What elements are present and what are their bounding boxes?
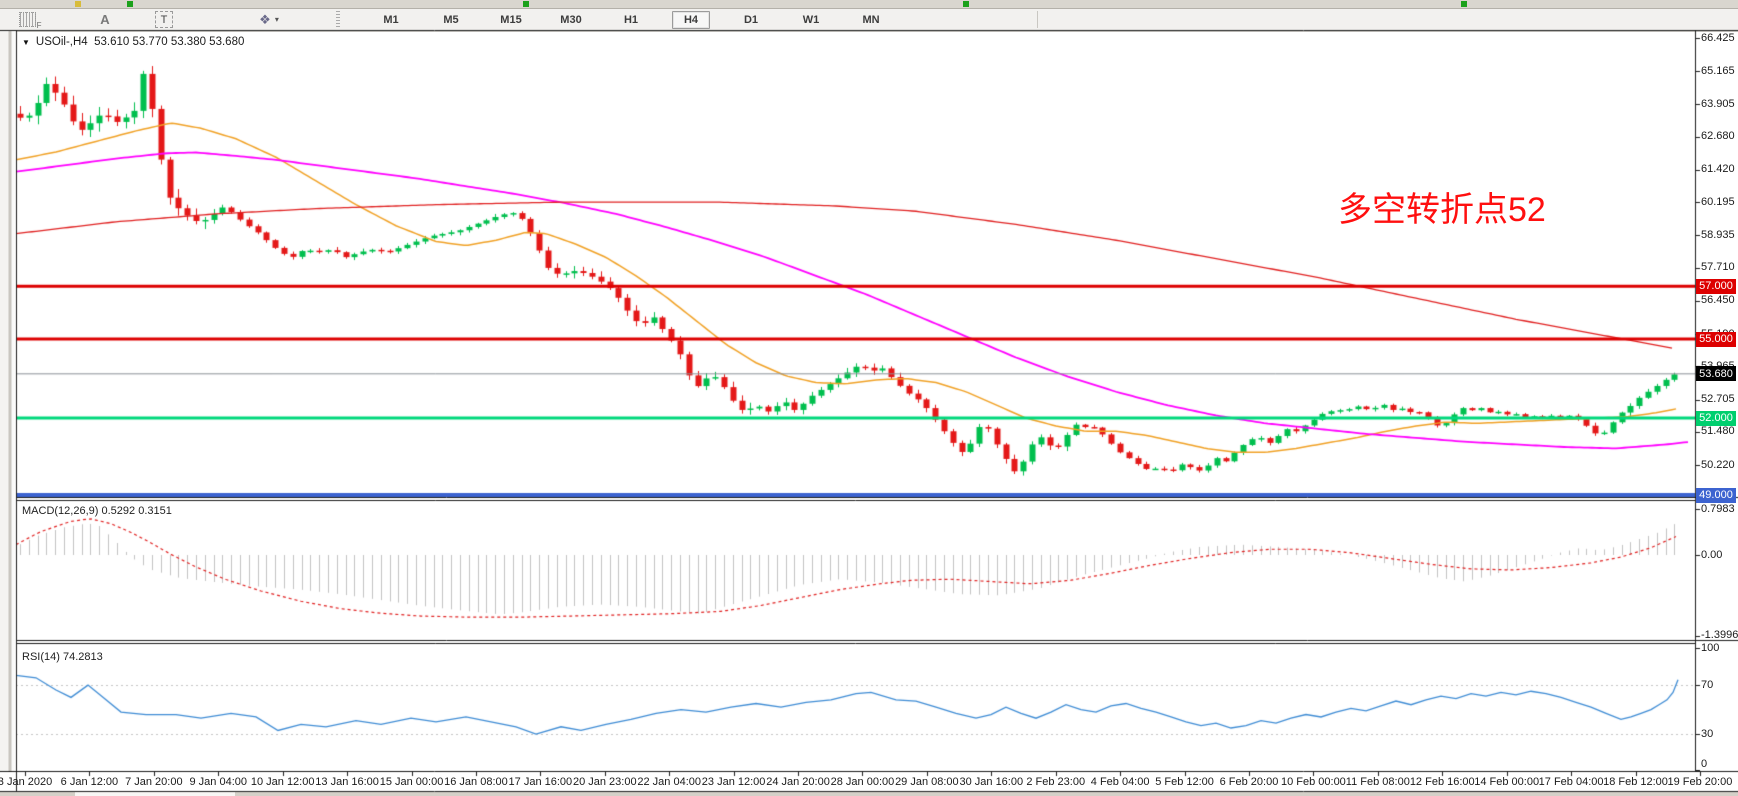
price-tick-label: 66.425 [1701, 31, 1735, 44]
time-tick-label: 6 Jan 12:00 [60, 776, 119, 788]
price-badge-55.000: 55.000 [1696, 331, 1736, 347]
time-tick-label: 4 Feb 04:00 [1090, 776, 1150, 788]
price-tick-label: 50.220 [1701, 458, 1735, 471]
time-tick-label: 11 Feb 08:00 [1345, 776, 1410, 788]
rsi-tick-label: 30 [1701, 727, 1714, 740]
symbol-name: USOil-,H4 [35, 36, 88, 48]
time-tick-label: 10 Jan 12:00 [250, 776, 315, 788]
time-tick-label: 16 Jan 08:00 [444, 776, 508, 788]
price-tick-label: 51.480 [1701, 425, 1735, 438]
price-tick-label: 60.195 [1701, 195, 1735, 208]
rsi-label: RSI(14) 74.2813 [22, 651, 103, 663]
time-tick-label: 9 Jan 04:00 [189, 776, 248, 788]
time-tick-label: 10 Feb 00:00 [1280, 776, 1346, 788]
time-tick-label: 13 Jan 16:00 [315, 776, 379, 788]
price-tick-label: 58.935 [1701, 228, 1735, 241]
time-tick-label: 18 Feb 12:00 [1603, 776, 1668, 788]
price-tick-label: 57.710 [1701, 261, 1735, 274]
time-tick-label: 29 Jan 08:00 [895, 776, 959, 788]
time-tick-label: 5 Feb 12:00 [1155, 776, 1214, 788]
macd-tick-label: 0.00 [1701, 548, 1723, 561]
time-tick-label: 30 Jan 16:00 [959, 776, 1024, 788]
macd-value-1: 0.5292 [101, 505, 136, 517]
chart-annotation-text: 多空转折点52 [1338, 191, 1546, 229]
price-tick-label: 62.680 [1701, 130, 1735, 143]
rsi-tick-label: 100 [1701, 641, 1720, 654]
macd-tick-label: -1.3996 [1701, 629, 1738, 642]
macd-value-2: 0.3151 [138, 505, 172, 517]
price-badge-57.000: 57.000 [1696, 278, 1736, 294]
time-tick-label: 6 Feb 20:00 [1219, 776, 1279, 788]
time-tick-label: 19 Feb 20:00 [1667, 776, 1733, 788]
time-tick-label: 17 Jan 16:00 [508, 776, 573, 788]
price-tick-label: 65.165 [1701, 64, 1735, 77]
time-tick-label: 20 Jan 23:00 [572, 776, 637, 788]
time-tick-label: 2 Feb 23:00 [1026, 776, 1086, 788]
time-tick-label: 22 Jan 04:00 [637, 776, 701, 788]
price-tick-label: 61.420 [1701, 163, 1735, 176]
ohlc-values: 53.610 53.770 53.380 53.680 [94, 36, 245, 48]
chart-title: ▼ USOil-,H4 53.610 53.770 53.380 53.680 [22, 36, 244, 48]
time-tick-label: 3 Jan 2020 [0, 776, 53, 788]
time-tick-label: 17 Feb 04:00 [1538, 776, 1604, 788]
macd-name: MACD(12,26,9) [22, 505, 99, 517]
price-tick-label: 52.705 [1701, 393, 1735, 406]
rsi-tick-label: 0 [1701, 757, 1708, 770]
rsi-tick-label: 70 [1701, 678, 1714, 691]
macd-label: MACD(12,26,9) 0.5292 0.3151 [22, 505, 172, 517]
time-tick-label: 14 Feb 00:00 [1474, 776, 1540, 788]
rsi-value: 74.2813 [62, 651, 103, 663]
time-tick-label: 7 Jan 20:00 [125, 776, 183, 788]
rsi-name: RSI(14) [22, 651, 60, 663]
price-badge-49.000: 49.000 [1696, 487, 1736, 503]
price-badge-52.000: 52.000 [1696, 410, 1736, 426]
collapse-arrow-icon[interactable]: ▼ [22, 38, 30, 47]
time-tick-label: 23 Jan 12:00 [701, 776, 766, 788]
time-tick-label: 24 Jan 20:00 [766, 776, 830, 788]
price-badge-53.680: 53.680 [1696, 366, 1736, 382]
price-tick-label: 63.905 [1701, 97, 1735, 110]
time-tick-label: 28 Jan 00:00 [830, 776, 895, 788]
price-tick-label: 56.450 [1701, 294, 1735, 307]
time-tick-label: 12 Feb 16:00 [1409, 776, 1475, 788]
macd-tick-label: 0.7983 [1701, 502, 1735, 515]
time-tick-label: 15 Jan 00:00 [379, 776, 444, 788]
